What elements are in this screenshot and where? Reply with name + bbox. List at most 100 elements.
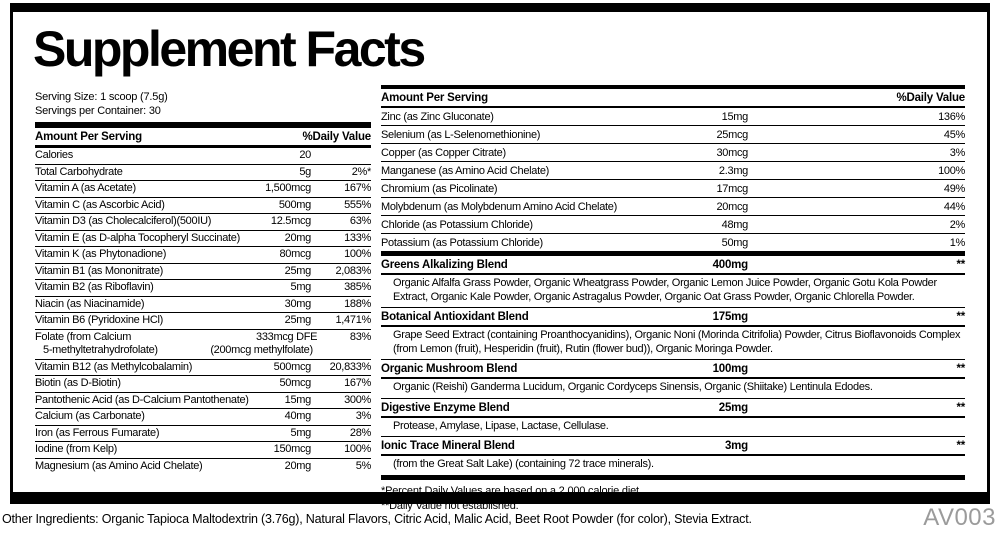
nutrient-daily-value: 44%: [943, 200, 965, 213]
nutrient-name: Vitamin K (as Phytonadione): [35, 248, 167, 260]
nutrient-row: Vitamin B2 (as Riboflavin) 5mg 385%: [35, 280, 371, 297]
footnote-percent-daily-values: *Percent Daily Values are based on a 2,0…: [381, 484, 642, 497]
nutrient-amount: 12.5mcg: [270, 215, 311, 227]
nutrient-amount: 30mcg: [716, 146, 748, 159]
nutrient-name: Chloride (as Potassium Chloride): [381, 218, 533, 231]
nutrient-daily-value: 63%: [349, 215, 371, 227]
nutrient-name: Manganese (as Amino Acid Chelate): [381, 164, 550, 177]
nutrient-amount: 50mg: [721, 236, 749, 249]
nutrient-amount: 25mcg: [716, 128, 748, 141]
nutrient-name: Vitamin E (as D-alpha Tocopheryl Succina…: [35, 231, 240, 244]
blend-section: Ionic Trace Mineral Blend 3mg ** (from t…: [381, 437, 965, 475]
nutrient-row-second-line: 5-methyltetrahydrofolate) (200mcg methyl…: [35, 344, 371, 358]
blend-section: Digestive Enzyme Blend 25mg ** Protease,…: [381, 399, 965, 437]
nutrient-name: Zinc (as Zinc Gluconate): [381, 110, 494, 123]
nutrient-amount: 17mcg: [716, 182, 748, 195]
nutrient-amount: 5mg: [290, 426, 312, 439]
supplement-facts-panel: Supplement Facts Serving Size: 1 scoop (…: [10, 3, 990, 512]
right-nutrient-table: Zinc (as Zinc Gluconate) 15mg 136% Selen…: [381, 108, 965, 251]
blend-daily-value: **: [956, 401, 965, 414]
blend-section: Botanical Antioxidant Blend 175mg ** Gra…: [381, 308, 965, 360]
nutrient-row: Potassium (as Potassium Chloride) 50mg 1…: [381, 234, 965, 251]
nutrient-name: Chromium (as Picolinate): [381, 182, 498, 195]
nutrient-amount: 40mg: [284, 410, 312, 422]
nutrient-daily-value: [311, 149, 371, 163]
blend-ingredients: Protease, Amylase, Lipase, Lactase, Cell…: [381, 418, 965, 437]
thick-rule: [35, 122, 371, 128]
nutrient-amount: 15mg: [721, 110, 749, 123]
blend-ingredients: Organic Alfalfa Grass Powder, Organic Wh…: [381, 275, 965, 308]
nutrient-name: Vitamin B1 (as Mononitrate): [35, 264, 164, 277]
left-table-header: Amount Per Serving %Daily Value: [35, 128, 371, 148]
nutrient-dv-spacer: [313, 344, 371, 358]
nutrient-amount: 500mcg: [273, 360, 312, 373]
nutrient-amount: 150mcg: [273, 443, 312, 455]
nutrient-name-continued: 5-methyltetrahydrofolate): [43, 344, 158, 356]
nutrient-amount: 20mg: [284, 231, 312, 244]
nutrient-amount: 2.3mg: [718, 164, 748, 177]
nutrient-name: Iron (as Ferrous Fumarate): [35, 426, 160, 439]
nutrient-amount: 25mg: [284, 314, 312, 326]
nutrient-row: Pantothenic Acid (as D-Calcium Pantothen…: [35, 393, 371, 409]
nutrient-amount: 25mg: [284, 264, 312, 277]
nutrient-daily-value: 5%: [355, 459, 372, 472]
nutrient-name: Selenium (as L-Selenomethionine): [381, 128, 541, 141]
nutrient-row: Zinc (as Zinc Gluconate) 15mg 136%: [381, 108, 965, 126]
nutrient-daily-value: 167%: [344, 377, 371, 389]
right-column: Amount Per Serving %Daily Value Zinc (as…: [381, 85, 965, 514]
nutrient-daily-value: 385%: [344, 281, 371, 293]
blend-list: Greens Alkalizing Blend 400mg ** Organic…: [381, 256, 965, 475]
nutrient-row: Copper (as Copper Citrate) 30mcg 3%: [381, 144, 965, 162]
blend-name: Digestive Enzyme Blend: [381, 401, 510, 414]
nutrient-daily-value: 2%*: [351, 165, 372, 178]
blend-daily-value: **: [956, 259, 965, 271]
nutrient-name: Molybdenum (as Molybdenum Amino Acid Che…: [381, 200, 617, 213]
nutrient-daily-value: 133%: [344, 231, 371, 244]
nutrient-daily-value: 20,833%: [329, 360, 372, 373]
nutrient-name: Potassium (as Potassium Chloride): [381, 236, 543, 249]
nutrient-row: Molybdenum (as Molybdenum Amino Acid Che…: [381, 198, 965, 216]
nutrient-amount-continued: (200mcg methylfolate): [210, 344, 313, 356]
nutrient-row: Calcium (as Carbonate) 40mg 3%: [35, 409, 371, 426]
nutrient-daily-value: 100%: [344, 443, 371, 455]
nutrient-row: Vitamin E (as D-alpha Tocopheryl Succina…: [35, 231, 371, 247]
blend-ingredients: Grape Seed Extract (containing Proanthoc…: [381, 327, 965, 360]
nutrient-row: Niacin (as Niacinamide) 30mg 188%: [35, 297, 371, 313]
nutrient-row: Biotin (as D-Biotin) 50mcg 167%: [35, 376, 371, 393]
nutrient-name: Pantothenic Acid (as D-Calcium Pantothen…: [35, 393, 249, 406]
nutrient-row: Manganese (as Amino Acid Chelate) 2.3mg …: [381, 162, 965, 180]
nutrient-row: Vitamin A (as Acetate) 1,500mcg 167%: [35, 181, 371, 198]
blend-daily-value: **: [956, 440, 965, 452]
nutrient-name: Vitamin B2 (as Riboflavin): [35, 281, 154, 293]
nutrient-row: Selenium (as L-Selenomethionine) 25mcg 4…: [381, 126, 965, 144]
nutrient-daily-value: 1%: [949, 236, 966, 249]
blend-name: Organic Mushroom Blend: [381, 363, 518, 375]
nutrient-name: Copper (as Copper Citrate): [381, 146, 506, 159]
other-ingredients: Other Ingredients: Organic Tapioca Malto…: [2, 512, 752, 526]
amount-per-serving-header: Amount Per Serving: [381, 92, 488, 104]
nutrient-name: Iodine (from Kelp): [35, 443, 118, 455]
nutrient-name: Vitamin B6 (Pyridoxine HCl): [35, 314, 164, 326]
nutrient-amount: 48mg: [721, 218, 749, 231]
nutrient-name: Biotin (as D-Biotin): [35, 377, 121, 389]
blend-name: Botanical Antioxidant Blend: [381, 311, 529, 323]
nutrient-name: Vitamin A (as Acetate): [35, 182, 136, 194]
left-nutrient-table: Calories 20 Total Carbohydrate 5g 2%*: [35, 148, 371, 474]
daily-value-header: %Daily Value: [302, 131, 371, 143]
nutrient-daily-value: 83%: [349, 330, 371, 343]
blend-section: Greens Alkalizing Blend 400mg ** Organic…: [381, 256, 965, 308]
amount-per-serving-header: Amount Per Serving: [35, 131, 142, 143]
nutrient-row: Vitamin B12 (as Methylcobalamin) 500mcg …: [35, 360, 372, 376]
blend-header: Botanical Antioxidant Blend 175mg **: [381, 308, 965, 327]
nutrient-amount: 20: [299, 149, 311, 161]
nutrient-name: Calcium (as Carbonate): [35, 410, 145, 422]
blend-name: Greens Alkalizing Blend: [381, 259, 508, 271]
nutrient-name: Magnesium (as Amino Acid Chelate): [35, 459, 203, 472]
nutrient-name: Folate (from Calcium: [35, 330, 132, 343]
blend-amount: 25mg: [718, 401, 748, 414]
nutrient-daily-value: 3%: [355, 410, 372, 422]
nutrient-daily-value: 45%: [943, 128, 965, 141]
nutrient-row: Total Carbohydrate 5g 2%*: [35, 165, 372, 181]
nutrient-amount: 500mg: [278, 198, 311, 211]
nutrient-amount: 333mcg DFE: [256, 330, 318, 343]
